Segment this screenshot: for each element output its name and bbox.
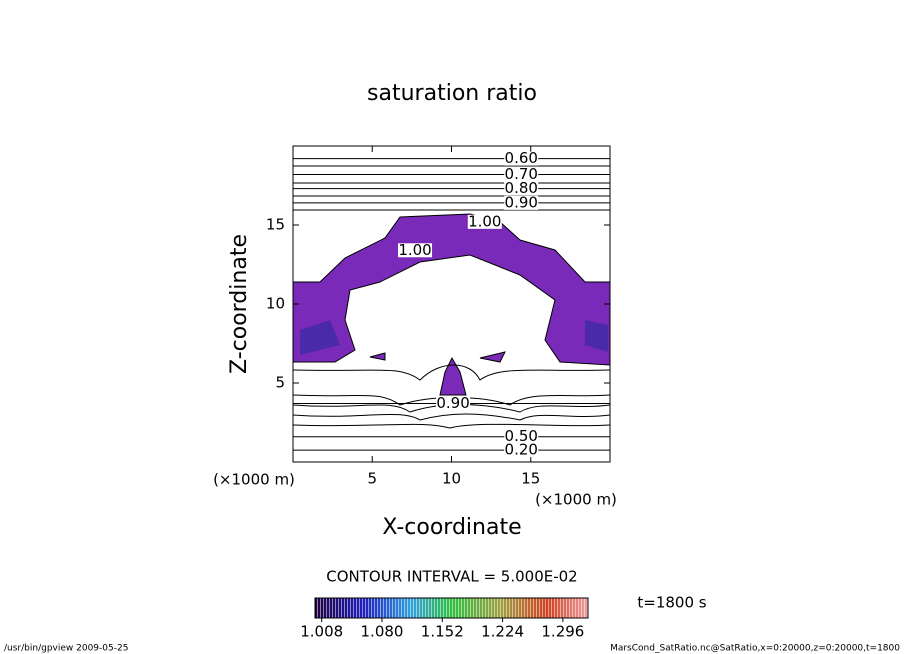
contour-label-bg [504,443,539,458]
saturated-region [292,213,611,366]
time-label: t=1800 s [637,594,706,612]
x-unit: (×1000 m) [535,491,617,509]
contour-label: 0.70 [505,165,538,183]
x-unit: (×1000 m) [213,471,295,489]
y-axis-label: Z-coordinate [227,234,252,374]
saturated-region [439,356,467,396]
colorbar-tick-label: 1.296 [541,623,584,641]
x-tick-label: 10 [442,470,461,488]
contour-label: 0.60 [505,149,538,167]
contour-interval: CONTOUR INTERVAL = 5.000E-02 [326,568,577,586]
contour-label: 0.90 [505,193,538,211]
contour-label: 0.50 [505,427,538,445]
contour-line [292,364,611,381]
x-tick-label: 15 [521,470,540,488]
colorbar-tick-label: 1.224 [481,623,524,641]
contour-label-bg [504,151,539,166]
contour-label-bg [504,195,539,210]
colorbar-tick-label: 1.152 [421,623,464,641]
saturated-region [369,351,506,363]
y-tick-label: 15 [266,216,285,234]
x-axis-label: X-coordinate [382,515,521,540]
y-tick-label: 10 [266,295,285,313]
saturated-core [585,320,608,352]
contour-label-bg [467,214,502,229]
contour-line [292,413,611,421]
footer-right: MarsCond_SatRatio.nc@SatRatio,x=0:20000,… [610,644,900,654]
colorbar-tick-label: 1.008 [300,623,343,641]
saturated-core [300,320,340,355]
contour-line [293,165,610,211]
contour-label-bg [504,167,539,182]
contour-label-bg [504,429,539,444]
contour-label: 1.00 [398,241,431,259]
contour-line [292,423,611,429]
contour-label-bg [398,243,433,258]
contour-label: 0.90 [436,394,469,412]
colorbar-frame [314,597,589,619]
contour-label-bg [436,396,471,411]
contour-label: 0.80 [505,179,538,197]
contour-label-bg [504,181,539,196]
contour-label: 1.00 [468,212,501,230]
contour-lines [292,165,611,429]
x-tick-label: 5 [367,470,377,488]
footer-left: /usr/bin/gpview 2009-05-25 [4,644,128,654]
chart-title: saturation ratio [367,81,537,106]
colorbar-tick-label: 1.080 [361,623,404,641]
y-tick-label: 5 [275,374,285,392]
contour-label: 0.20 [505,441,538,459]
